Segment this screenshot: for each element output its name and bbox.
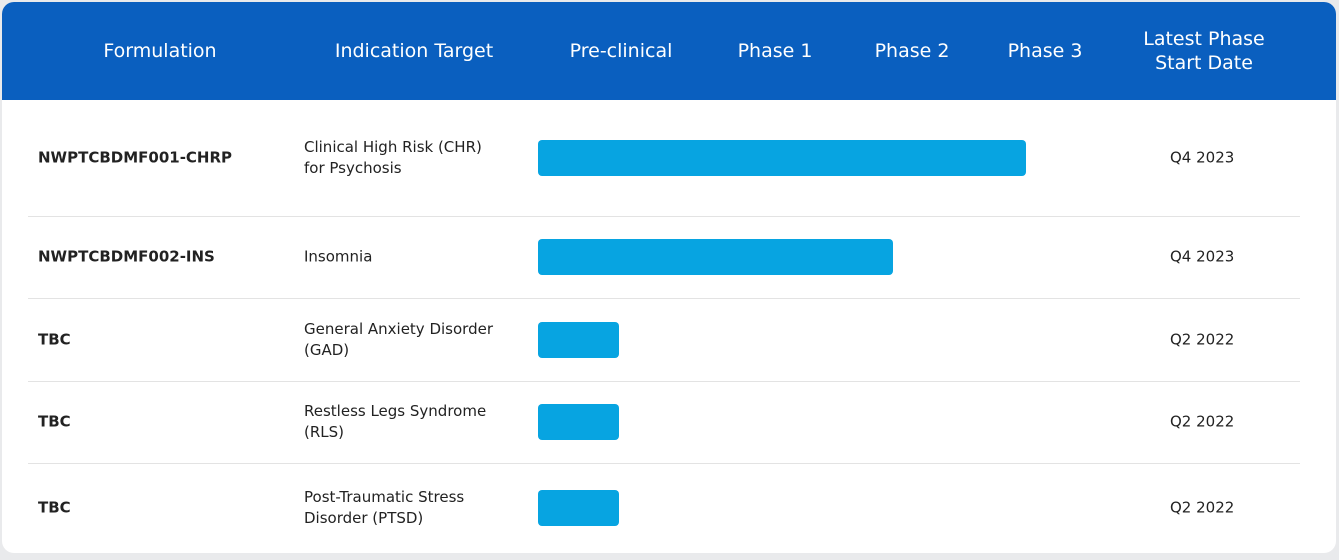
indication-line: Insomnia — [304, 247, 373, 266]
indication-line: Post-Traumatic Stress — [304, 488, 465, 506]
indication: Insomnia — [304, 247, 372, 268]
indication: Restless Legs Syndrome (RLS) — [304, 401, 486, 443]
start-date: Q4 2023 — [1170, 247, 1235, 266]
start-date: Q2 2022 — [1170, 498, 1235, 517]
formulation: TBC — [38, 498, 71, 517]
column-header: Phase 3 — [1008, 39, 1083, 63]
header-line: Indication Target — [334, 40, 494, 62]
row-separator — [28, 216, 1300, 217]
indication-line: Disorder (PTSD) — [304, 509, 424, 527]
row-separator — [28, 463, 1300, 464]
row-separator — [28, 298, 1300, 299]
formulation: TBC — [38, 412, 71, 431]
column-header: Phase 2 — [875, 39, 950, 63]
progress-bar — [538, 490, 620, 526]
column-header: Formulation — [103, 39, 216, 63]
header-line: Phase 1 — [737, 40, 813, 62]
progress-bar — [538, 140, 1027, 176]
indication-line: (RLS) — [304, 423, 345, 441]
indication: Post-Traumatic Stress Disorder (PTSD) — [304, 487, 464, 529]
header-line: Phase 2 — [874, 40, 950, 62]
formulation: TBC — [38, 330, 71, 348]
start-date: Q2 2022 — [1170, 412, 1235, 431]
header-line: Formulation — [103, 40, 217, 62]
start-date: Q2 2022 — [1170, 330, 1235, 348]
column-header: Latest Phase Start Date — [1143, 27, 1265, 75]
indication-line: for Psychosis — [304, 159, 402, 177]
indication: Clinical High Risk (CHR) for Psychosis — [304, 137, 482, 179]
header-line: Start Date — [1155, 52, 1253, 74]
indication: General Anxiety Disorder (GAD) — [304, 319, 493, 361]
row-separator — [28, 381, 1300, 382]
progress-bar — [538, 404, 620, 440]
indication-line: Clinical High Risk (CHR) — [304, 138, 482, 156]
column-header: Indication Target — [335, 39, 493, 63]
formulation: NWPTCBDMF002-INS — [38, 247, 215, 266]
header-line: Latest Phase — [1143, 28, 1265, 50]
progress-bar — [538, 239, 894, 275]
indication-line: General Anxiety Disorder — [304, 319, 493, 338]
header-line: Phase 3 — [1007, 40, 1083, 62]
header-line: Pre-clinical — [569, 40, 673, 62]
column-header: Pre-clinical — [570, 39, 673, 63]
table-header: Formulation Indication Target Pre-clinical… — [2, 2, 1336, 100]
indication-line: Restless Legs Syndrome — [304, 402, 487, 420]
progress-bar — [538, 321, 620, 358]
indication-line: (GAD) — [304, 340, 350, 359]
start-date: Q4 2023 — [1170, 148, 1235, 167]
formulation: NWPTCBDMF001-CHRP — [38, 148, 233, 167]
column-header: Phase 1 — [738, 39, 813, 63]
